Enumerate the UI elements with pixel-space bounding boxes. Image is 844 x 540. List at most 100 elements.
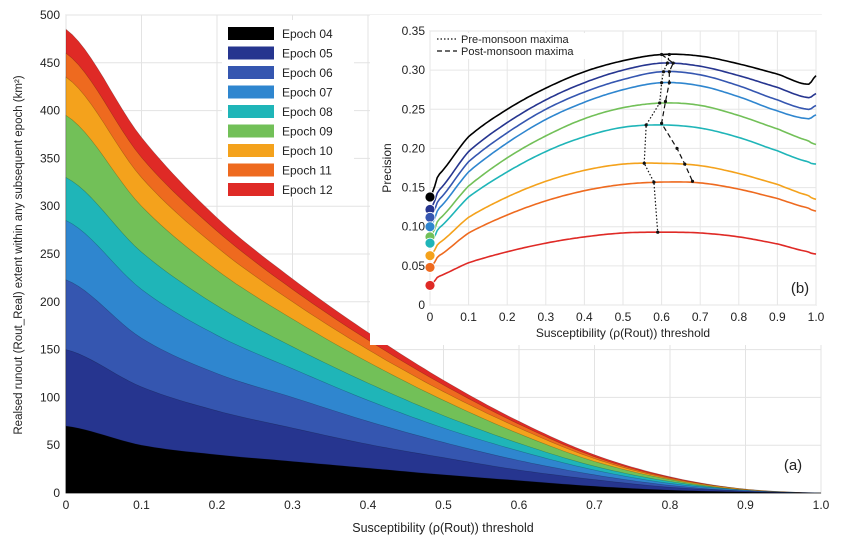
panel-a-y-tick-label: 100 bbox=[40, 390, 60, 404]
panel-b-maxima-point bbox=[642, 161, 646, 165]
panel-b-maxima-point bbox=[660, 81, 664, 85]
panel-b-x-tick-label: 1.0 bbox=[808, 310, 825, 324]
panel-b-maxima-point bbox=[663, 99, 668, 104]
panel-a-y-tick-label: 0 bbox=[53, 486, 60, 500]
panel-a-y-tick-label: 500 bbox=[40, 8, 60, 22]
panel-b-x-tick-label: 0.1 bbox=[460, 310, 477, 324]
panel-b-y-tick-labels: 0 0.05 0.10 0.15 0.20 0.25 0.30 0.35 bbox=[402, 24, 426, 312]
panel-a-legend-swatch bbox=[228, 144, 274, 157]
panel-b-precision-line bbox=[429, 124, 817, 244]
panel-a-y-tick-label: 400 bbox=[40, 104, 60, 118]
panel-a-x-tick-label: 0.6 bbox=[511, 498, 528, 512]
panel-a-y-tick-label: 150 bbox=[40, 343, 60, 357]
panel-b-start-marker bbox=[424, 211, 436, 223]
panel-b-grid bbox=[429, 30, 817, 306]
panel-b-precision-line bbox=[429, 62, 817, 210]
panel-b-precision-line bbox=[429, 70, 817, 218]
panel-a-legend-swatch bbox=[228, 46, 274, 60]
panel-b-start-marker bbox=[424, 191, 436, 203]
panel-b-start-marker bbox=[424, 250, 436, 262]
panel-a-legend-label: Epoch 04 bbox=[282, 27, 333, 41]
panel-b-x-tick-label: 0 bbox=[427, 310, 434, 324]
panel-a-legend-swatch bbox=[228, 183, 274, 196]
panel-b-precision-line bbox=[429, 81, 817, 228]
panel-b-start-marker bbox=[424, 237, 436, 249]
panel-a-x-axis-label: Susceptibility (ρ(Rout)) threshold bbox=[352, 521, 534, 535]
panel-b-precision-line bbox=[429, 231, 817, 287]
panel-b-precision-line bbox=[429, 102, 817, 238]
panel-b-y-tick-label: 0.35 bbox=[402, 24, 426, 38]
panel-b-maxima-point bbox=[667, 70, 671, 74]
panel-a-legend-label: Epoch 11 bbox=[282, 164, 332, 178]
panel-a-legend-label: Epoch 06 bbox=[282, 66, 333, 80]
panel-b-x-tick-label: 0.7 bbox=[692, 310, 709, 324]
panel-b-maxima-line bbox=[660, 54, 694, 182]
panel-a-y-tick-label: 50 bbox=[47, 438, 61, 452]
panel-b-maxima-point bbox=[667, 81, 671, 85]
panel-b-y-tick-label: 0.10 bbox=[402, 220, 426, 234]
panel-a-x-tick-label: 0.9 bbox=[737, 498, 754, 512]
panel-a-x-tick-label: 0.5 bbox=[435, 498, 452, 512]
panel-b-x-tick-label: 0.4 bbox=[576, 310, 593, 324]
panel-b-maxima-point bbox=[671, 61, 675, 65]
panel-b-x-tick-labels: 0 0.1 0.2 0.3 0.4 0.5 0.6 0.7 0.8 0.9 1.0 bbox=[427, 310, 825, 324]
panel-a-x-tick-label: 1.0 bbox=[813, 498, 830, 512]
panel-a-area-epoch-04 bbox=[65, 425, 821, 494]
panel-b-maxima-point bbox=[656, 230, 660, 234]
panel-b-maxima-lines bbox=[642, 52, 695, 234]
panel-a-x-tick-label: 0.2 bbox=[209, 498, 226, 512]
panel-b-legend-label: Post-monsoon maxima bbox=[461, 46, 574, 58]
panel-a-x-tick-label: 0.4 bbox=[360, 498, 377, 512]
panel-b-y-tick-label: 0.05 bbox=[402, 259, 426, 273]
panel-b-y-tick-label: 0.25 bbox=[402, 102, 426, 116]
panel-a-legend-swatch bbox=[228, 27, 274, 40]
panel-b-x-tick-label: 0.8 bbox=[730, 310, 747, 324]
panel-b-y-axis-label: Precision bbox=[380, 143, 394, 192]
panel-a-x-tick-label: 0.8 bbox=[662, 498, 679, 512]
panel-a-label: (a) bbox=[784, 457, 802, 474]
panel-b-maxima-point bbox=[661, 70, 666, 74]
panel-b-maxima-point bbox=[644, 123, 648, 127]
panel-b-legend-label: Pre-monsoon maxima bbox=[461, 34, 569, 46]
panel-a-legend-label: Epoch 10 bbox=[282, 144, 333, 158]
panel-a-legend: Epoch 04 Epoch 05 Epoch 06 Epoch 07 Epoch 08… bbox=[222, 20, 354, 198]
panel-a-legend-label: Epoch 09 bbox=[282, 125, 333, 139]
panel-b-start-marker bbox=[424, 221, 436, 233]
panel-b-start-marker bbox=[424, 280, 436, 291]
panel-a-y-tick-labels: 0 50 100 150 200 250 300 350 400 450 500 bbox=[40, 8, 60, 500]
panel-a-x-tick-label: 0.3 bbox=[284, 498, 301, 512]
panel-b-x-axis-label: Susceptibility (ρ(Rout)) threshold bbox=[536, 326, 710, 340]
panel-b-maxima-point bbox=[652, 180, 656, 184]
panel-b-x-tick-label: 0.9 bbox=[769, 310, 786, 324]
panel-a-y-tick-label: 300 bbox=[40, 199, 60, 213]
panel-a-area-epoch-05 bbox=[65, 349, 822, 494]
panel-b-maxima-point bbox=[683, 162, 687, 166]
panel-a-stacked-areas bbox=[65, 28, 822, 494]
panel-b-maxima-point bbox=[675, 146, 679, 151]
panel-b-x-tick-label: 0.2 bbox=[499, 310, 516, 324]
panel-b-start-markers bbox=[424, 191, 436, 291]
panel-a-y-axis-label: Realsed runout (Rout_Real) extent within… bbox=[13, 75, 25, 434]
panel-a-x-tick-labels: 0 0.1 0.2 0.3 0.4 0.5 0.6 0.7 0.8 0.9 1.0 bbox=[63, 498, 830, 512]
panel-b-start-marker bbox=[424, 262, 436, 273]
panel-b-maxima-point bbox=[660, 52, 664, 57]
panel-a-x-tick-label: 0.7 bbox=[586, 498, 603, 512]
panel-b-precision-line bbox=[429, 162, 817, 257]
panel-a-legend-label: Epoch 12 bbox=[282, 183, 333, 197]
panel-b-x-tick-label: 0.3 bbox=[537, 310, 554, 324]
panel-b-y-tick-label: 0.20 bbox=[402, 141, 426, 155]
panel-a-legend-swatch bbox=[228, 124, 274, 138]
panel-a-legend-swatch bbox=[228, 105, 274, 118]
panel-b-y-tick-label: 0.15 bbox=[402, 181, 426, 195]
panel-a-y-tick-label: 350 bbox=[40, 151, 60, 165]
panel-a-legend-swatch bbox=[228, 66, 274, 79]
panel-a-legend-swatch bbox=[228, 163, 274, 177]
panel-b-maxima-point bbox=[667, 52, 671, 57]
panel-b-legend-box bbox=[433, 33, 588, 59]
panel-b-precision-line bbox=[429, 53, 817, 198]
panel-a-x-tick-label: 0 bbox=[63, 498, 70, 512]
panel-a-legend-label: Epoch 07 bbox=[282, 86, 333, 100]
panel-a-y-tick-label: 200 bbox=[40, 295, 60, 309]
